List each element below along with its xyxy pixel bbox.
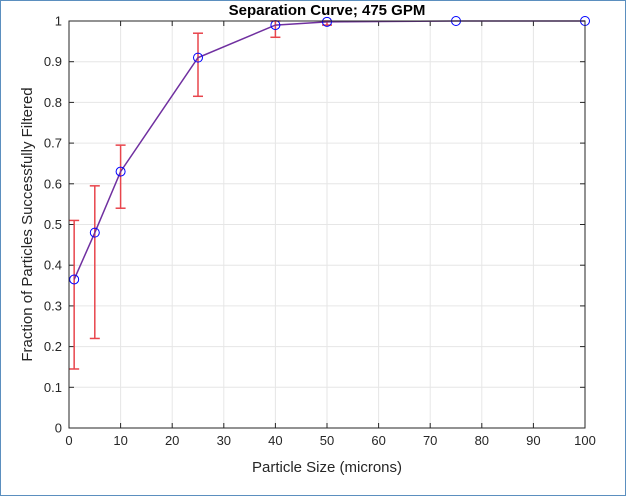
data-point	[193, 52, 203, 63]
y-tick-label: 0.5	[44, 217, 62, 232]
x-tick-labels: 0 10 20 30 40 50 60 70 80 90 100	[65, 433, 595, 448]
x-tick-label: 60	[371, 433, 385, 448]
x-tick-label: 40	[268, 433, 282, 448]
x-tick-label: 80	[475, 433, 489, 448]
plot-border	[68, 20, 586, 429]
y-tick-label: 0.3	[44, 298, 62, 313]
y-tick-label: 0.9	[44, 54, 62, 69]
y-tick-label: 0.4	[44, 258, 62, 273]
y-tick-label: 0.7	[44, 136, 62, 151]
y-tick-label: 1	[55, 14, 62, 29]
y-tick-label: 0.8	[44, 95, 62, 110]
x-axis-label: Particle Size (microns)	[252, 459, 402, 476]
y-tick-labels: 0 0.1 0.2 0.3 0.4 0.5 0.6 0.7 0.8 0.9 1	[44, 14, 62, 436]
y-tick-label: 0.6	[44, 176, 62, 191]
x-tick-label: 20	[165, 433, 179, 448]
data-point	[322, 16, 332, 27]
data-point	[89, 227, 100, 238]
x-tick-label: 50	[320, 433, 334, 448]
data-point	[69, 274, 80, 285]
x-tick-label: 0	[65, 433, 72, 448]
x-tick-label: 90	[526, 433, 540, 448]
y-axis-label: Fraction of Particles Successfully Filte…	[19, 87, 36, 361]
x-tick-label: 10	[113, 433, 127, 448]
x-tick-label: 100	[574, 433, 596, 448]
x-tick-label: 70	[423, 433, 437, 448]
grid-lines	[68, 20, 586, 429]
data-point	[115, 166, 126, 177]
y-tick-label: 0.1	[44, 380, 62, 395]
x-tick-label: 30	[217, 433, 231, 448]
y-tick-label: 0	[55, 421, 62, 436]
chart-title: Separation Curve; 475 GPM	[229, 2, 426, 19]
y-tick-label: 0.2	[44, 339, 62, 354]
